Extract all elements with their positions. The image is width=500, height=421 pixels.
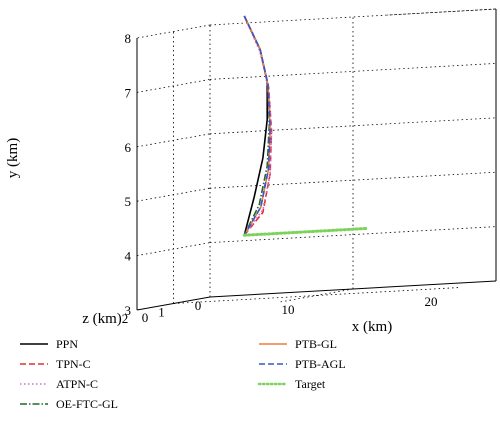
- grid-line-y-back: [209, 226, 497, 243]
- legend-label: TPN-C: [56, 357, 91, 371]
- legend-label: OE-FTC-GL: [56, 397, 118, 411]
- series-line-target: [242, 226, 369, 237]
- series-line-atpn-c: [243, 15, 273, 236]
- x-tick-label: 0: [142, 310, 149, 325]
- plot-area: [242, 15, 369, 237]
- y-axis-label: y (km): [5, 138, 21, 178]
- axes-box: [136, 8, 497, 311]
- z-tick-label: 2: [122, 311, 129, 326]
- grid-line-y-left: [136, 79, 211, 93]
- y-tick-label: 3: [125, 303, 132, 318]
- legend-label: PPN: [56, 337, 78, 351]
- top-back-edge: [387, 8, 497, 16]
- grid-line-z-floor: [173, 287, 460, 304]
- top-left-edge: [136, 24, 211, 39]
- series-line-tpn-c: [243, 15, 273, 236]
- series-line-ptb-agl: [243, 15, 271, 236]
- grid-line-y-back: [209, 117, 497, 135]
- y-tick-label: 6: [125, 140, 132, 155]
- legend: PPN TPN-C ATPN-C OE-FTC-GL PTB-GL PTB-AGL Targ…: [20, 337, 346, 411]
- z-tick-label: 1: [158, 305, 165, 320]
- z-tick-label: 0: [195, 298, 202, 313]
- legend-label: Target: [295, 377, 326, 391]
- back-top-edge: [209, 8, 497, 26]
- y-tick-label: 4: [125, 249, 132, 264]
- x-axis-label: x (km): [352, 319, 392, 335]
- legend-label: ATPN-C: [56, 377, 98, 391]
- legend-label: PTB-GL: [295, 337, 337, 351]
- y-tick-label: 7: [125, 85, 132, 100]
- y-tick-label: 8: [125, 31, 132, 46]
- y-tick-label: 5: [125, 194, 132, 209]
- x-tick-label: 10: [282, 302, 295, 317]
- legend-label: PTB-AGL: [295, 357, 346, 371]
- x-tick-label: 20: [425, 294, 438, 309]
- grid-line-y-back: [209, 63, 497, 80]
- grid-line-x-floor: [279, 288, 354, 303]
- grid-line-y-back: [209, 171, 497, 189]
- z-axis-label: z (km): [82, 311, 122, 327]
- series-line-ppn: [243, 15, 268, 236]
